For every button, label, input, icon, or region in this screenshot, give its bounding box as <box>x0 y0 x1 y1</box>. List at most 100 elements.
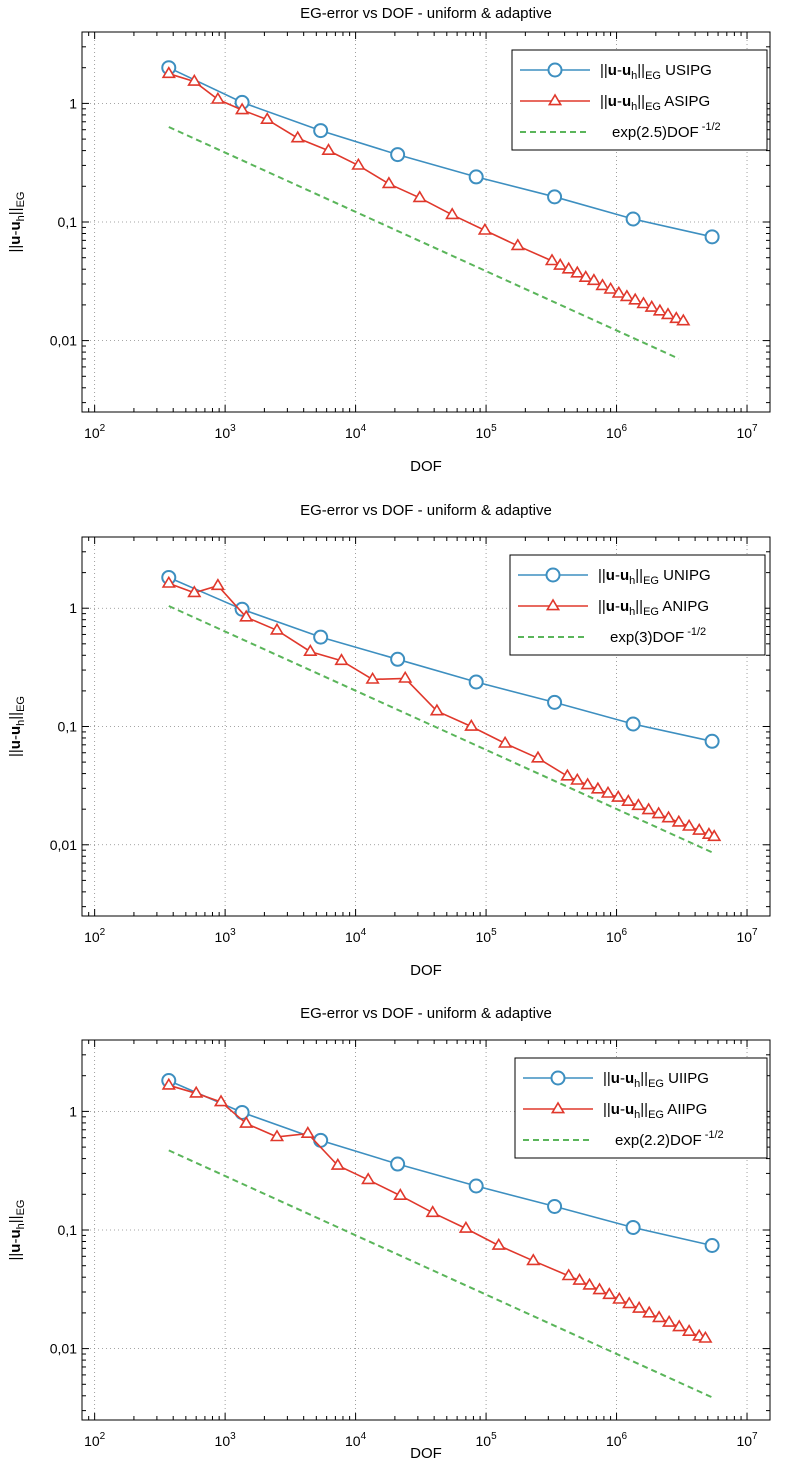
legend-label-text: exp(2.5)DOF <box>612 124 699 141</box>
x-tick-exponent: 2 <box>100 423 106 434</box>
x-tick-label: 103 <box>215 1431 237 1449</box>
x-tick-label: 105 <box>476 423 498 441</box>
x-tick-exponent: 3 <box>230 423 236 434</box>
legend-label-exponent: -1/2 <box>705 1129 724 1141</box>
x-tick-label: 103 <box>215 423 237 441</box>
legend-label-bars: || <box>598 567 606 584</box>
data-point-circle <box>390 147 406 163</box>
data-point-triangle <box>269 622 285 635</box>
legend-label-u: u <box>620 567 629 584</box>
data-point-triangle <box>671 814 686 827</box>
data-point-triangle <box>600 785 616 798</box>
data-point-triangle <box>425 1205 440 1218</box>
data-point-triangle <box>603 281 618 294</box>
y-axis-label: ||u-uh||EG <box>7 192 27 253</box>
data-point-triangle <box>681 1324 697 1336</box>
x-axis-label: DOF <box>410 1445 442 1462</box>
data-point-triangle <box>412 190 427 203</box>
data-point-triangle <box>595 278 610 291</box>
legend-marker-circle <box>545 567 561 583</box>
legend-label-dash: - <box>617 62 622 79</box>
legend-label-dash: - <box>620 1070 625 1087</box>
legend-label-bars: || <box>600 62 608 79</box>
x-tick-base: 10 <box>215 425 231 441</box>
data-point-triangle <box>669 311 684 324</box>
series-line-1 <box>168 1079 713 1247</box>
data-point-triangle <box>672 1319 687 1332</box>
legend-label-sub-h: h <box>629 575 635 587</box>
legend-label-u: u <box>622 93 631 110</box>
legend-label-dash: - <box>617 93 622 110</box>
data-point-triangle <box>636 296 651 309</box>
y-label-u: u <box>7 221 24 230</box>
y-label-u: u <box>7 1229 24 1238</box>
x-tick-base: 10 <box>215 929 231 945</box>
data-point-triangle <box>661 810 676 823</box>
data-point-triangle <box>651 1310 667 1323</box>
legend-label-sub-eg: EG <box>643 575 659 587</box>
data-point-circle <box>547 694 563 710</box>
data-point-circle <box>468 674 484 690</box>
x-tick-label: 105 <box>476 1431 498 1449</box>
legend-marker-triangle <box>550 1101 566 1114</box>
legend: ||u-uh||EG USIPG||u-uh||EG ASIPGexp(2.5)… <box>511 49 768 151</box>
data-point-triangle <box>161 575 176 588</box>
data-point-triangle <box>458 1220 474 1233</box>
x-tick-exponent: 4 <box>361 927 367 938</box>
y-tick-label: 0,01 <box>50 333 77 349</box>
legend-label-sub-eg: EG <box>645 101 661 113</box>
legend-label-method: USIPG <box>661 62 712 79</box>
legend-label: exp(3)DOF -1/2 <box>610 626 706 646</box>
data-point-circle <box>390 651 406 667</box>
data-point-triangle <box>189 1085 204 1098</box>
legend-label-u: u <box>611 1070 620 1087</box>
data-point-circle <box>547 189 563 205</box>
x-tick-label: 105 <box>476 927 498 945</box>
data-point-triangle <box>544 253 560 266</box>
data-point-triangle <box>161 66 176 79</box>
data-point-triangle <box>612 1291 627 1304</box>
legend-label: ||u-uh||EG AIIPG <box>603 1101 707 1121</box>
data-point-triangle <box>303 644 318 657</box>
data-point-triangle <box>570 772 585 785</box>
data-point-triangle <box>698 1330 713 1343</box>
x-tick-exponent: 2 <box>100 927 106 938</box>
data-point-triangle <box>590 781 606 794</box>
data-point-triangle <box>334 653 349 666</box>
data-point-triangle <box>628 292 643 305</box>
data-point-triangle <box>660 307 676 320</box>
data-point-circle <box>704 733 720 749</box>
data-point-triangle <box>260 112 275 124</box>
x-tick-label: 102 <box>84 927 106 945</box>
data-point-triangle <box>676 313 691 326</box>
data-point-triangle <box>561 261 576 274</box>
legend-label-method: UNIPG <box>659 567 711 584</box>
y-axis-label: ||u-uh||EG <box>7 1200 27 1261</box>
legend-label-bars: || <box>600 93 608 110</box>
y-label-dash: - <box>7 735 24 740</box>
data-point-triangle <box>526 1253 541 1266</box>
legend-label-u: u <box>608 93 617 110</box>
x-tick-exponent: 6 <box>622 423 628 434</box>
data-point-triangle <box>681 818 697 831</box>
legend-label-dash: - <box>615 598 620 615</box>
x-tick-label: 107 <box>736 1431 758 1449</box>
legend-label-bars: || <box>598 598 606 615</box>
legend-label-method: ASIPG <box>661 93 710 110</box>
data-point-circle <box>625 211 641 227</box>
data-point-circle <box>468 1178 484 1194</box>
data-point-triangle <box>707 829 722 842</box>
y-label-bars: || <box>7 207 24 215</box>
x-tick-label: 102 <box>84 1431 106 1449</box>
data-point-triangle <box>239 1115 254 1128</box>
legend-marker-circle <box>547 62 563 78</box>
data-point-triangle <box>652 303 668 316</box>
data-point-circle <box>625 1219 641 1235</box>
data-point-triangle <box>351 157 366 170</box>
y-tick-label: 0,1 <box>58 214 78 230</box>
data-point-triangle <box>497 735 513 748</box>
data-point-circle <box>313 1132 329 1148</box>
legend-marker-triangle <box>545 598 561 611</box>
